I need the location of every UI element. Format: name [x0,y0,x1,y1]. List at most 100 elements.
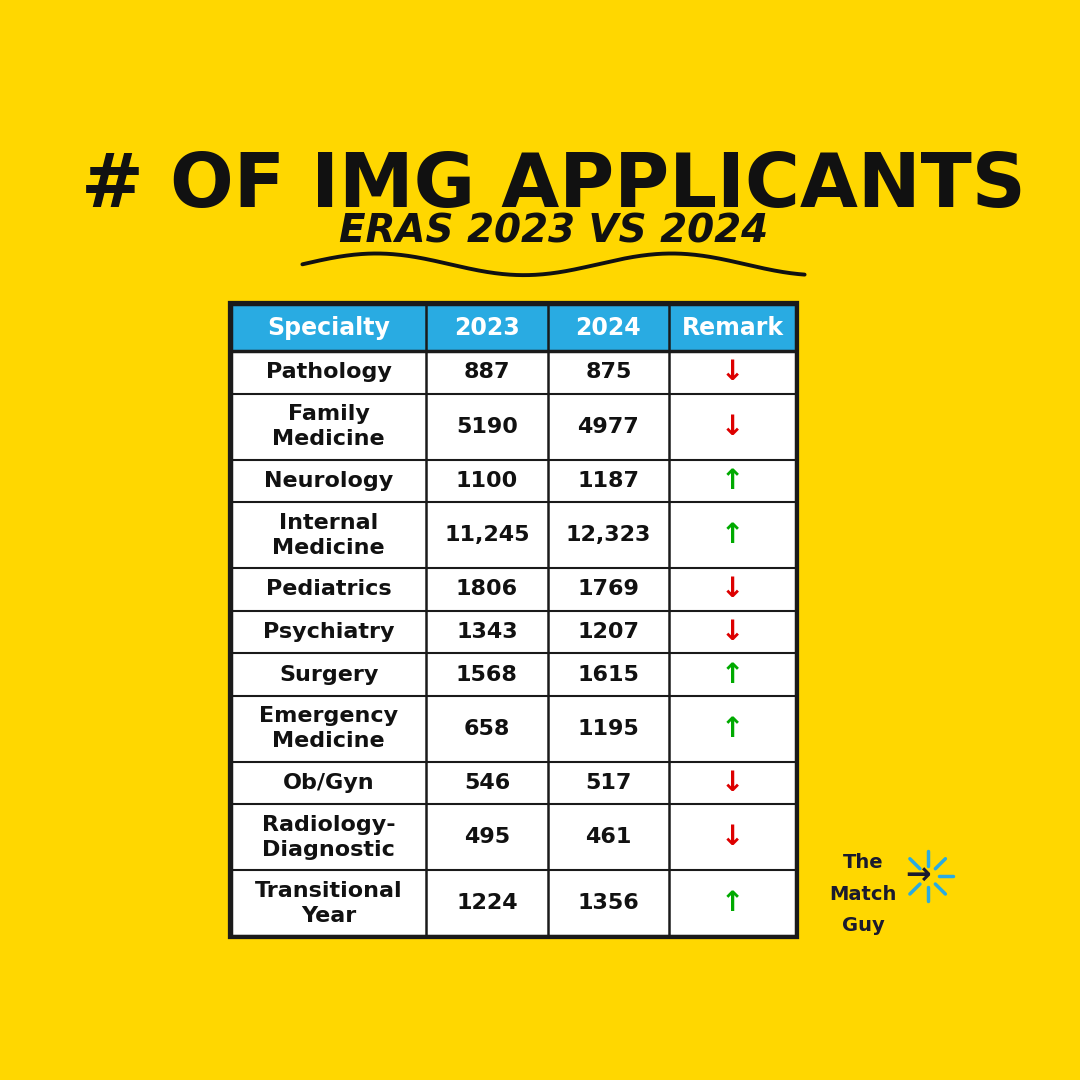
Bar [427,393,548,460]
Text: Neurology: Neurology [265,471,393,490]
Text: Pediatrics: Pediatrics [266,579,392,599]
Text: 1224: 1224 [456,893,517,914]
Bar [548,610,670,653]
Bar [548,696,670,761]
Bar [231,305,796,936]
Text: 12,323: 12,323 [566,525,651,545]
Text: 1343: 1343 [456,622,517,642]
Bar [231,761,427,805]
Bar [670,696,796,761]
Text: Emergency
Medicine: Emergency Medicine [259,706,399,752]
Bar [548,805,670,870]
Text: →: → [905,862,930,891]
Bar [231,696,427,761]
Text: Psychiatry: Psychiatry [262,622,394,642]
Bar [231,653,427,696]
Bar [427,761,548,805]
Bar [670,870,796,936]
Bar [231,351,427,393]
Bar [548,502,670,568]
Text: Surgery: Surgery [279,664,378,685]
Bar [548,351,670,393]
Text: ↑: ↑ [721,715,744,743]
Bar [427,870,548,936]
Text: # OF IMG APPLICANTS: # OF IMG APPLICANTS [81,150,1026,224]
Text: 1187: 1187 [578,471,639,490]
Text: Specialty: Specialty [267,315,390,339]
Bar [427,568,548,610]
Bar [231,393,427,460]
Text: ↑: ↑ [721,467,744,495]
Text: 517: 517 [585,773,632,793]
Bar [670,502,796,568]
Text: ↑: ↑ [721,889,744,917]
Bar [231,610,427,653]
Text: 4977: 4977 [578,417,639,436]
Text: 1568: 1568 [456,664,517,685]
Text: 2023: 2023 [454,315,519,339]
Text: Internal
Medicine: Internal Medicine [272,513,386,557]
Text: 461: 461 [585,827,632,848]
Text: 875: 875 [585,362,632,382]
Text: ↓: ↓ [721,823,744,851]
Bar [670,351,796,393]
Text: Transitional
Year: Transitional Year [255,881,403,926]
Bar [670,653,796,696]
Text: ↓: ↓ [721,413,744,441]
Text: Radiology-
Diagnostic: Radiology- Diagnostic [262,815,395,860]
Bar [231,568,427,610]
Text: Pathology: Pathology [266,362,392,382]
Bar [427,610,548,653]
Text: ↓: ↓ [721,618,744,646]
Text: 1100: 1100 [456,471,518,490]
Text: ERAS 2023 VS 2024: ERAS 2023 VS 2024 [339,213,768,251]
Bar [427,805,548,870]
Text: 2024: 2024 [576,315,642,339]
Text: 1806: 1806 [456,579,518,599]
Bar [548,761,670,805]
Text: 1356: 1356 [578,893,639,914]
Text: Match: Match [829,885,896,904]
Text: 887: 887 [463,362,510,382]
Bar [670,568,796,610]
Bar [548,305,670,351]
Bar [670,393,796,460]
Bar [231,460,427,502]
Text: 658: 658 [463,719,510,739]
Text: ↑: ↑ [721,661,744,689]
Text: 1207: 1207 [578,622,639,642]
Bar [231,805,427,870]
Text: 5190: 5190 [456,417,517,436]
Text: 1769: 1769 [578,579,639,599]
Bar [548,653,670,696]
Text: ↓: ↓ [721,359,744,387]
Bar [231,305,796,936]
Bar [548,568,670,610]
Text: 1195: 1195 [578,719,639,739]
Text: 495: 495 [463,827,510,848]
Bar [670,305,796,351]
Bar [427,460,548,502]
Bar [548,870,670,936]
Text: The: The [842,853,883,872]
Bar [670,610,796,653]
Bar [427,696,548,761]
Bar [231,502,427,568]
Bar [231,305,796,936]
Bar [427,653,548,696]
Text: Guy: Guy [841,916,885,935]
Bar [231,305,427,351]
Text: ↓: ↓ [721,576,744,604]
Text: ↓: ↓ [721,769,744,797]
Bar [427,502,548,568]
Bar [670,761,796,805]
Bar [427,351,548,393]
Text: Ob/Gyn: Ob/Gyn [283,773,375,793]
Bar [427,305,548,351]
Bar [548,460,670,502]
Text: 1615: 1615 [578,664,639,685]
Bar [670,805,796,870]
Text: Remark: Remark [681,315,784,339]
Bar [670,460,796,502]
Text: 546: 546 [463,773,510,793]
